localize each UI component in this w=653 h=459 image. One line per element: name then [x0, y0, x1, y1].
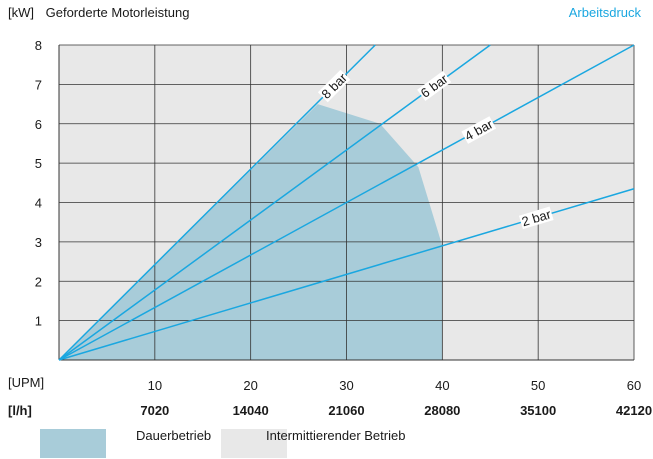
x-tick-label-3: 30	[339, 378, 353, 393]
x-flow-tick-label-4: 28080	[424, 403, 460, 418]
series-title: Arbeitsdruck	[568, 5, 641, 20]
legend-swatch-intermittent	[221, 429, 287, 458]
x-tick-label-1: 10	[148, 378, 162, 393]
series-line-3	[58, 44, 491, 361]
series-label-bg-1	[518, 206, 554, 230]
chart-title: Geforderte Motorleistung	[45, 5, 190, 20]
legend-label-continuous: Dauerbetrieb	[136, 428, 212, 443]
chart: 1 2 3 4 5 6 7 8 [UPM] [l/h] 10 7020 20 14040 30 21060 40…	[8, 38, 652, 418]
x-flow-tick-label-5: 35100	[520, 403, 556, 418]
y-tick-label-2: 2	[35, 274, 42, 289]
series-label-bg-2	[461, 116, 497, 144]
series-label-bg-4	[317, 69, 351, 103]
x-tick-label-4: 40	[435, 378, 449, 393]
series-line-4	[58, 44, 376, 361]
x-flow-tick-label-6: 42120	[616, 403, 652, 418]
series-label-bg-3	[417, 70, 452, 102]
x-tick-label-5: 50	[531, 378, 545, 393]
series-line-2	[58, 44, 635, 361]
x-axis-label-flow: [l/h]	[8, 403, 32, 418]
x-axis-label-rpm: [UPM]	[8, 375, 44, 390]
legend-swatch-continuous	[40, 429, 106, 458]
y-tick-label-5: 5	[35, 156, 42, 171]
y-axis-unit: [kW]	[8, 5, 34, 20]
legend-label-intermittent: Intermittierender Betrieb	[266, 428, 406, 443]
x-flow-tick-label-2: 14040	[233, 403, 269, 418]
y-tick-label-1: 1	[35, 314, 42, 329]
x-flow-tick-label-3: 21060	[328, 403, 364, 418]
y-tick-label-3: 3	[35, 235, 42, 250]
x-flow-tick-label-1: 7020	[140, 403, 169, 418]
y-tick-label-7: 7	[35, 77, 42, 92]
x-tick-label-2: 20	[243, 378, 257, 393]
y-tick-label-6: 6	[35, 117, 42, 132]
chart-header: [kW] Geforderte Motorleistung	[8, 5, 189, 20]
x-tick-label-6: 60	[627, 378, 641, 393]
y-tick-label-8: 8	[35, 38, 42, 53]
y-tick-label-4: 4	[35, 196, 42, 211]
